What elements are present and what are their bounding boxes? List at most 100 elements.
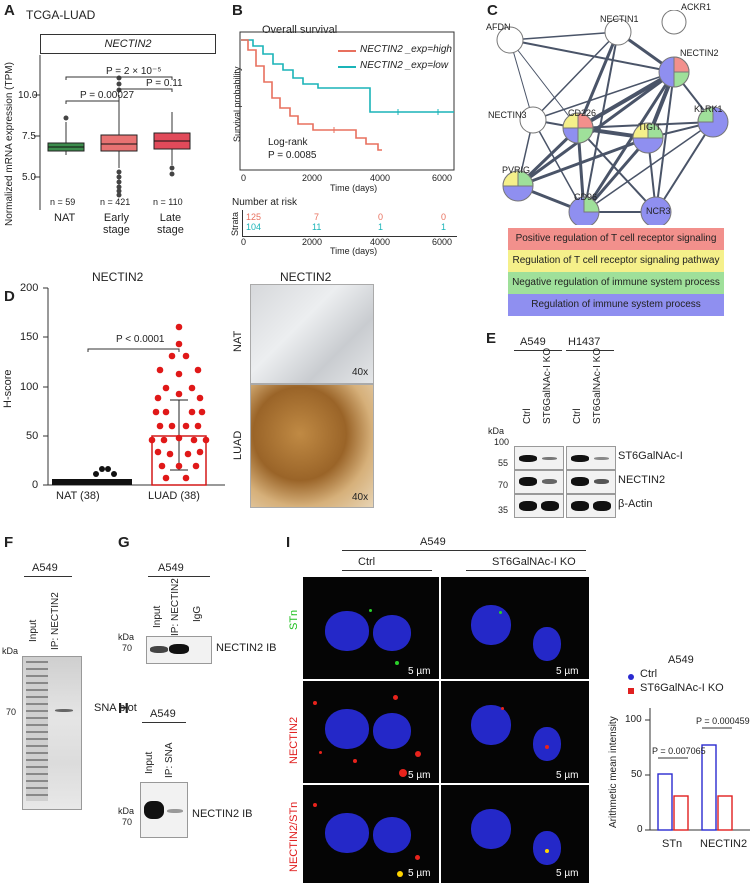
e-lane-4: ST6GalNAc-I KO (592, 347, 603, 424)
i-ytick-50: 50 (631, 769, 643, 780)
c-node-nectin3: NECTIN3 (488, 110, 527, 120)
i-scale-5: 5 µm (408, 868, 431, 879)
b-xtick-2: 4000 (370, 173, 391, 183)
b-xlabel: Time (days) (330, 183, 378, 193)
risk-xlabel: Time (days) (330, 246, 378, 256)
f-blot (22, 656, 82, 810)
h-kda: kDa (118, 806, 135, 816)
g-bracket (148, 576, 210, 577)
e-bracket-h1437 (566, 350, 614, 351)
panel-h-label: H (118, 700, 129, 717)
risk-low-0: 104 (246, 222, 262, 232)
f-cell: A549 (32, 562, 58, 574)
a-cat-late: Late stage (157, 212, 184, 236)
risk-high-0: 125 (246, 212, 262, 222)
e-blot-st6-h1437 (566, 446, 616, 470)
risk-low-2: 1 (378, 222, 384, 232)
e-lane-2: ST6GalNAc-I KO (542, 347, 553, 424)
risk-xtick-3: 6000 (432, 237, 453, 247)
gene-box: NECTIN2 (40, 34, 216, 54)
d-ytick-150: 150 (20, 331, 39, 343)
f-lane-input: Input (28, 619, 39, 642)
panel-e-label: E (486, 330, 497, 347)
b-xtick-0: 0 (241, 173, 247, 183)
e-marker-35: 35 (498, 505, 509, 515)
risk-low-3: 1 (441, 222, 447, 232)
i-img-stn-ko (440, 576, 590, 680)
i-cat-stn: STn (662, 838, 683, 850)
c-node-tigit: TIGIT (638, 122, 661, 132)
a-pvalue-2: P = 0.00027 (80, 90, 135, 101)
a-cat-nat: NAT (54, 212, 76, 224)
ihc-mag-luad: 40x (352, 492, 369, 503)
risk-high-2: 0 (378, 212, 384, 222)
f-kda: kDa (2, 646, 19, 656)
e-marker-100: 100 (494, 437, 510, 447)
b-legend-low-swatch (338, 66, 356, 68)
i-legend-ctrl: Ctrl (640, 668, 658, 680)
i-row-stn: STn (288, 609, 300, 630)
f-bracket (24, 576, 72, 577)
ihc-row-luad: LUAD (232, 430, 244, 460)
e-marker-55: 55 (498, 458, 509, 468)
e-cell-h1437: H1437 (568, 336, 601, 348)
ihc-mag-nat: 40x (352, 367, 369, 378)
panel-a-title: TCGA-LUAD (26, 8, 96, 22)
f-blot-label: SNA blot (94, 702, 137, 714)
d-ytick-200: 200 (20, 282, 39, 294)
panel-c-label: C (487, 2, 498, 19)
i-bracket-ko (466, 570, 586, 571)
a-cat-early: Early stage (103, 212, 130, 236)
c-node-nectin1: NECTIN1 (600, 14, 639, 24)
g-blot-label: NECTIN2 IB (216, 642, 277, 654)
a-n-nat: n = 59 (50, 197, 76, 207)
i-scale-6: 5 µm (556, 868, 579, 879)
i-img-nectin2-ctrl (302, 680, 440, 784)
c-node-klrk1: KLRK1 (694, 104, 723, 114)
e-blot-actin-a549 (514, 494, 564, 518)
h-lane-input: Input (144, 751, 155, 774)
c-node-nectin2: NECTIN2 (680, 48, 719, 58)
i-cell: A549 (420, 536, 446, 548)
panel-i-label: I (286, 534, 291, 551)
e-marker-70: 70 (498, 480, 509, 490)
risk-ylabel: Strata (230, 211, 240, 236)
go-term-3: Negative regulation of immune system pro… (508, 272, 724, 294)
a-pvalue-3: P = 0.11 (146, 78, 183, 89)
i-scale-4: 5 µm (556, 770, 579, 781)
panel-a-boxplot (34, 55, 191, 210)
h-cell: A549 (150, 708, 176, 720)
i-cat-nectin2: NECTIN2 (700, 838, 748, 850)
i-bar-chart (645, 708, 750, 831)
i-bar-ctrl-stn (657, 773, 673, 831)
i-scale-1: 5 µm (408, 666, 431, 677)
g-lane-input: Input (152, 605, 163, 628)
i-cond-ko: ST6GalNAc-I KO (492, 556, 576, 568)
e-blot-st6-a549 (514, 446, 564, 470)
i-img-merge-ctrl (302, 784, 440, 884)
g-cell: A549 (158, 562, 184, 574)
e-lane-1: Ctrl (522, 408, 533, 424)
h-blot (140, 782, 188, 838)
d-cat-nat: NAT (38) (56, 490, 100, 502)
h-blot-label: NECTIN2 IB (192, 808, 253, 820)
panel-g-label: G (118, 534, 130, 551)
a-ytick-3: 5.0 (22, 172, 36, 183)
g-blot (146, 636, 212, 664)
d-pvalue: P < 0.0001 (116, 334, 165, 345)
i-img-stn-ctrl (302, 576, 440, 680)
risk-title: Number at risk (232, 197, 298, 208)
i-pvalue-stn: P = 0.007065 (652, 746, 706, 756)
d-ytick-100: 100 (20, 381, 39, 393)
i-bar-ctrl-nectin2 (701, 744, 717, 831)
km-plot (239, 31, 455, 171)
b-pvalue: P = 0.0085 (268, 150, 317, 161)
risk-low-1: 11 (312, 222, 322, 232)
b-xtick-1: 2000 (302, 173, 323, 183)
i-bar-st6galnac-i-ko-stn (673, 795, 689, 831)
i-bar-st6galnac-i-ko-nectin2 (717, 795, 733, 831)
b-legend-high-swatch (338, 50, 356, 52)
i-legend-ko-marker (628, 688, 634, 694)
h-bracket (142, 722, 186, 723)
i-chart-title: A549 (668, 654, 694, 666)
